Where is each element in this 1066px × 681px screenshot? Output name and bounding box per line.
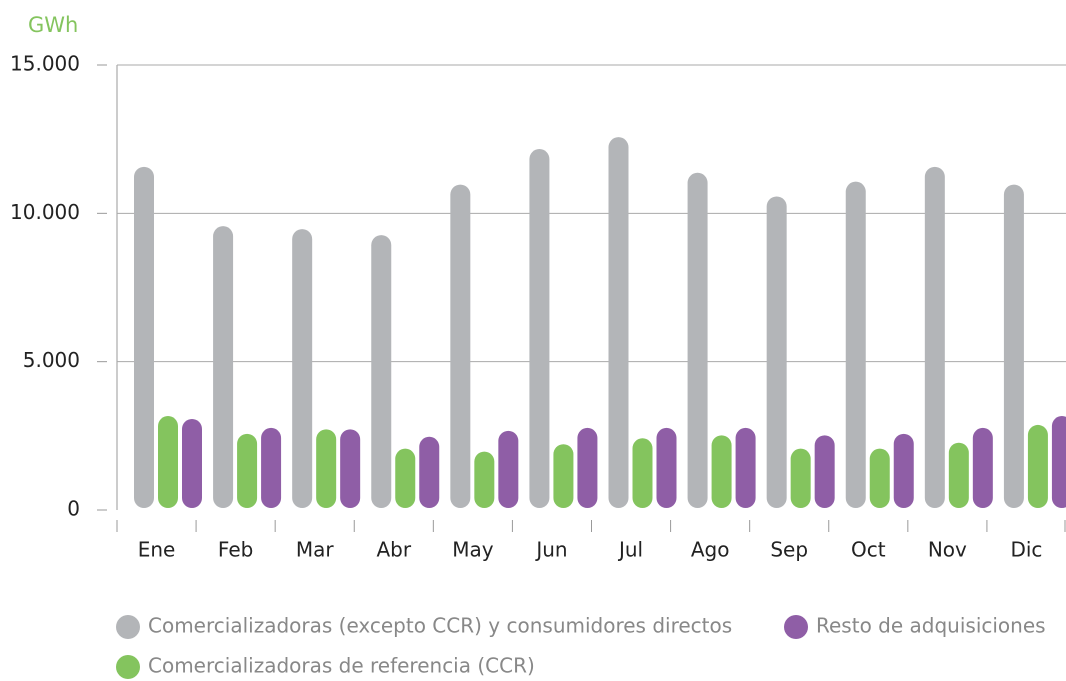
bar [316, 429, 337, 508]
legend-label: Comercializadoras de referencia (CCR) [148, 654, 535, 678]
x-tick-label: Dic [1010, 538, 1042, 562]
bar [632, 438, 653, 508]
bar [735, 427, 756, 508]
bar [656, 427, 677, 508]
bar [972, 427, 993, 508]
y-tick-label: 10.000 [10, 200, 80, 224]
bar [1003, 184, 1024, 508]
x-tick-label: May [452, 538, 494, 562]
bar [134, 166, 154, 509]
bar [893, 433, 914, 508]
x-tick-label: Ene [138, 538, 176, 562]
bar [261, 427, 282, 508]
legend-swatch [116, 615, 140, 639]
y-axis-label: GWh [28, 13, 78, 37]
bar [340, 429, 361, 508]
bar [766, 196, 787, 508]
x-tick-label: Abr [376, 538, 411, 562]
bar [450, 184, 471, 508]
x-tick-label: Mar [296, 538, 335, 562]
bar [395, 448, 416, 508]
bar [924, 166, 945, 509]
bar [213, 226, 234, 508]
bar [237, 433, 258, 508]
bar [529, 149, 550, 509]
bar [711, 435, 732, 508]
bar [498, 430, 519, 508]
bar [553, 444, 574, 508]
legend-label: Comercializadoras (excepto CCR) y consum… [148, 614, 732, 638]
y-tick-label: 15.000 [10, 52, 80, 76]
bar [845, 181, 866, 508]
bar [182, 419, 202, 508]
bar [158, 416, 178, 508]
x-tick-label: Jun [534, 538, 567, 562]
bar [1027, 424, 1048, 508]
bar [292, 229, 313, 508]
bar [869, 448, 890, 508]
bar [1051, 416, 1066, 508]
legend-swatch [116, 655, 140, 679]
bar [419, 436, 440, 508]
bar [371, 235, 392, 509]
x-tick-label: Ago [691, 538, 730, 562]
bar [687, 172, 708, 508]
bar [948, 442, 969, 508]
y-tick-label: 5.000 [23, 348, 80, 372]
x-tick-label: Sep [770, 538, 808, 562]
y-tick-label: 0 [67, 497, 80, 521]
x-tick-label: Jul [617, 538, 643, 562]
bar [814, 435, 835, 508]
bar [577, 427, 598, 508]
legend-label: Resto de adquisiciones [816, 614, 1046, 638]
bar [474, 451, 495, 508]
x-tick-label: Feb [218, 538, 253, 562]
x-tick-label: Oct [851, 538, 886, 562]
bar [790, 448, 811, 508]
legend-swatch [784, 615, 808, 639]
bar [608, 137, 629, 508]
x-tick-label: Nov [928, 538, 967, 562]
